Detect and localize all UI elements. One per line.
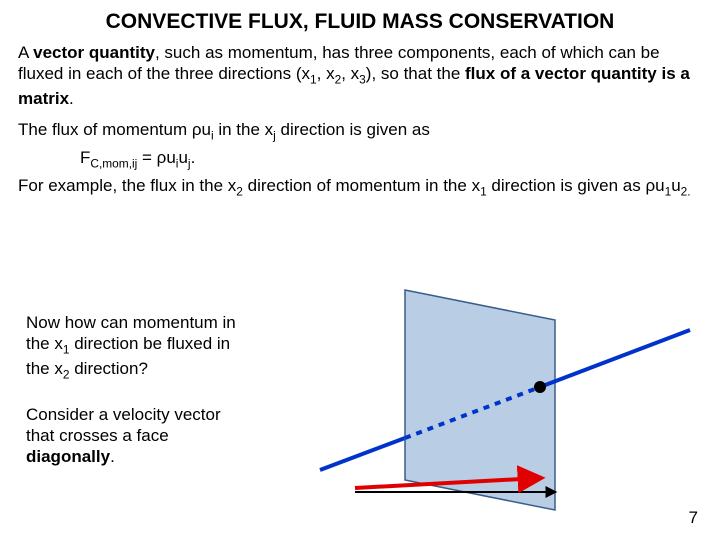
intersection-dot <box>534 381 546 393</box>
paragraph-vector-quantity: A vector quantity, such as momentum, has… <box>0 40 720 117</box>
paragraph-consider: Consider a velocity vector that crosses … <box>26 404 236 468</box>
page-title: CONVECTIVE FLUX, FLUID MASS CONSERVATION <box>0 0 720 40</box>
trajectory-line-front <box>540 330 690 387</box>
paragraph-flux-line1: The flux of momentum ρui in the xj direc… <box>0 117 720 145</box>
trajectory-line-back <box>320 438 405 470</box>
page-number: 7 <box>689 508 698 528</box>
paragraph-flux-example: For example, the flux in the x2 directio… <box>0 173 720 201</box>
paragraph-question: Now how can momentum in the x1 direction… <box>26 312 236 382</box>
paragraph-flux-equation: FC,mom,ij = ρuiuj. <box>0 145 720 173</box>
diagram-flux-plane <box>300 280 700 530</box>
